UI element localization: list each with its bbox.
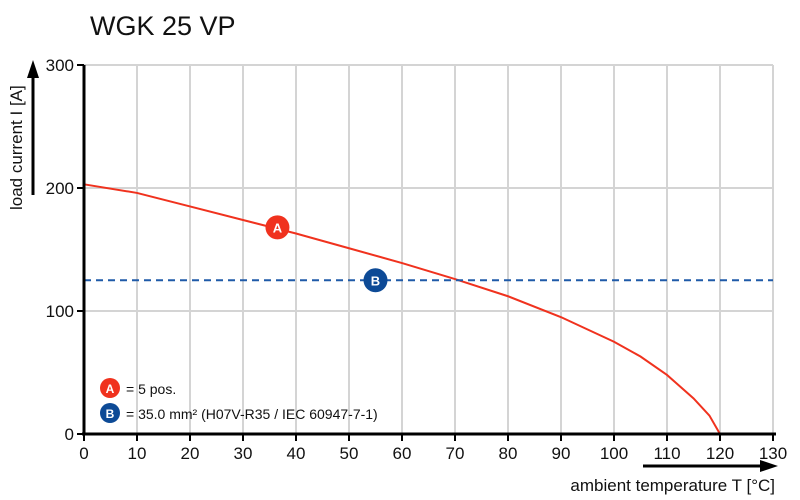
x-arrow-head xyxy=(760,460,778,472)
x-tick-label: 60 xyxy=(393,444,412,463)
series-line-a xyxy=(83,183,721,435)
marker-b xyxy=(363,268,388,293)
chart-title: WGK 25 VP xyxy=(90,11,236,41)
x-tick-label: 10 xyxy=(128,444,147,463)
x-axis-label: ambient temperature T [°C] xyxy=(570,476,775,495)
x-tick-label: 50 xyxy=(340,444,359,463)
legend-badge-a-label: A xyxy=(106,382,115,396)
x-tick-label: 0 xyxy=(79,444,88,463)
x-tick-label: 70 xyxy=(446,444,465,463)
x-tick-label: 90 xyxy=(552,444,571,463)
x-tick-label: 80 xyxy=(499,444,518,463)
y-tick-label: 100 xyxy=(46,302,74,321)
marker-label-b: B xyxy=(371,273,380,288)
y-axis-label: load current I [A] xyxy=(7,85,26,210)
marker-label-a: A xyxy=(273,220,283,235)
legend: A = 5 pos. B = 35.0 mm² (H07V-R35 / IEC … xyxy=(100,378,378,423)
legend-badge-b xyxy=(100,403,120,423)
x-tick-label: 110 xyxy=(653,444,680,463)
y-tick-label: 0 xyxy=(65,425,74,444)
y-arrow-head xyxy=(27,60,39,78)
marker-a xyxy=(265,215,290,240)
x-tick-label: 120 xyxy=(706,444,734,463)
legend-badge-b-label: B xyxy=(106,407,115,421)
x-tick-label: 100 xyxy=(600,444,628,463)
x-tick-label: 40 xyxy=(287,444,306,463)
x-tick-label: 20 xyxy=(181,444,200,463)
legend-badge-a xyxy=(100,378,120,398)
x-tick-label: 130 xyxy=(759,444,787,463)
y-tick-label: 200 xyxy=(46,179,74,198)
x-tick-label: 30 xyxy=(234,444,253,463)
legend-item-b: = 35.0 mm² (H07V-R35 / IEC 60947-7-1) xyxy=(126,406,378,422)
legend-item-a: = 5 pos. xyxy=(126,381,176,397)
y-tick-label: 300 xyxy=(46,56,74,75)
